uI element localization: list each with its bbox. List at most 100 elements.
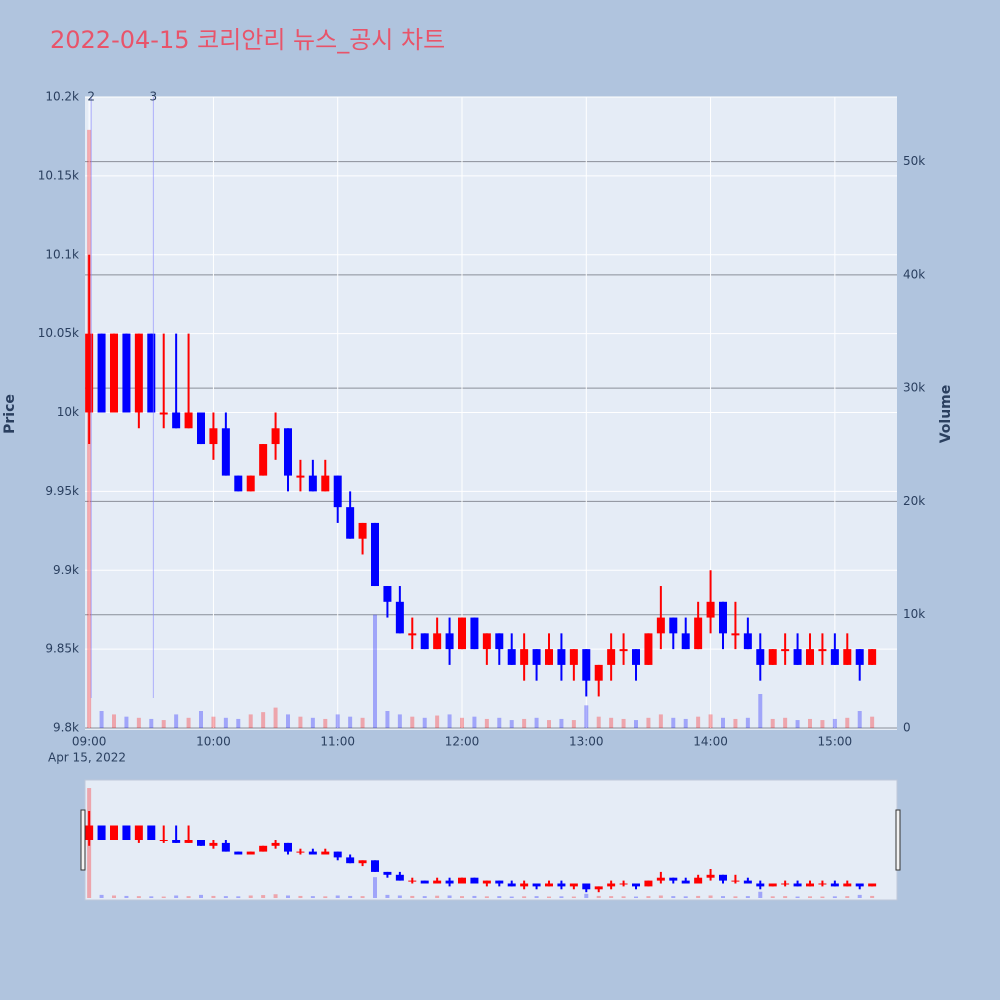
volume-bar <box>721 717 725 728</box>
volume-bar <box>683 718 688 728</box>
volume-bar <box>783 717 788 728</box>
mini-volume-bar <box>845 896 850 898</box>
mini-candle-body <box>221 842 230 852</box>
mini-volume-bar <box>621 896 626 898</box>
candle-body <box>308 475 317 492</box>
candle-body <box>719 601 727 634</box>
candle-body <box>296 475 305 478</box>
mini-volume-bar <box>136 896 141 898</box>
volume-bar <box>870 716 875 728</box>
mini-candle-body <box>358 860 367 864</box>
mini-candle-body <box>458 877 466 884</box>
mini-candle-body <box>532 883 541 887</box>
annotation-label: 2 <box>87 90 95 104</box>
mini-candle-body <box>395 874 404 881</box>
candle-body <box>818 649 827 652</box>
mini-volume-bar <box>808 896 812 898</box>
volume-bar <box>820 720 825 728</box>
volume-bar <box>422 717 427 728</box>
mini-volume-bar <box>547 896 551 898</box>
mini-candle-body <box>420 880 429 884</box>
candle-body <box>520 649 529 665</box>
mini-candle-body <box>159 840 168 841</box>
mini-candle-body <box>731 880 740 882</box>
mini-volume-bar <box>721 896 725 898</box>
mini-candle-body <box>246 851 255 855</box>
range-handle-left[interactable] <box>80 809 86 871</box>
volume-bar <box>733 718 738 728</box>
candle-body <box>582 649 591 681</box>
mini-volume-bar <box>211 895 216 898</box>
candle-body <box>271 428 280 445</box>
mini-candle-body <box>781 883 790 885</box>
candle-body <box>408 633 417 636</box>
candle-body <box>768 649 777 665</box>
volume-bar <box>447 714 452 728</box>
mini-candle-body <box>209 842 218 846</box>
mini-volume-bar <box>199 894 203 898</box>
volume-bar <box>298 716 303 728</box>
y2-tick-label: 40k <box>903 267 925 281</box>
candle-body <box>706 601 715 618</box>
volume-bar <box>186 717 191 728</box>
annotation-label: 3 <box>150 90 158 104</box>
mini-candle-body <box>371 860 379 872</box>
candle-body <box>346 507 355 539</box>
mini-volume-bar <box>360 896 365 898</box>
mini-candle-body <box>719 874 727 881</box>
mini-volume-bar <box>509 896 514 898</box>
volume-bar <box>348 716 353 728</box>
candle-body <box>532 649 541 665</box>
range-slider[interactable] <box>84 779 898 901</box>
candle-body <box>644 633 653 665</box>
mini-volume-bar <box>832 896 837 898</box>
mini-volume-bar <box>348 895 353 898</box>
candle-body <box>756 649 765 665</box>
mini-candle-body <box>830 883 839 887</box>
candle-body <box>209 428 218 445</box>
mini-volume-bar <box>323 896 328 898</box>
candle-body <box>781 649 790 652</box>
mini-candle-body <box>445 880 454 884</box>
y-tick-label: 10k <box>57 405 79 419</box>
mini-volume-bar <box>646 896 651 898</box>
mini-candle-body <box>408 880 417 882</box>
volume-bar <box>634 720 638 728</box>
mini-candle-body <box>743 880 752 884</box>
mini-volume-bar <box>609 896 614 898</box>
y-tick-label: 9.85k <box>45 642 79 656</box>
mini-candle-body <box>122 825 131 840</box>
volume-bar <box>223 717 228 728</box>
candle-body <box>619 649 628 652</box>
mini-volume-bar <box>422 896 427 898</box>
volume-bar <box>745 717 750 728</box>
range-handle-right[interactable] <box>895 809 901 871</box>
volume-bar <box>547 720 551 728</box>
volume-bar <box>509 720 514 728</box>
mini-candle-body <box>482 880 491 884</box>
volume-bar <box>484 718 489 728</box>
volume-bar <box>621 718 626 728</box>
candle-body <box>85 333 94 413</box>
mini-volume-bar <box>174 895 179 898</box>
candle-body <box>259 444 268 476</box>
volume-bar <box>845 717 850 728</box>
candle-body <box>321 475 330 492</box>
mini-volume-bar <box>671 896 676 898</box>
mini-candle-body <box>321 851 330 855</box>
volume-bar <box>236 718 241 728</box>
mini-candle-body <box>669 877 678 881</box>
volume-bar <box>770 718 775 728</box>
y2-tick-label: 10k <box>903 607 925 621</box>
volume-bar <box>360 717 365 728</box>
mini-candle-body <box>545 883 553 887</box>
mini-candle-body <box>495 880 504 884</box>
mini-candle-body <box>271 842 280 846</box>
mini-volume-bar <box>696 895 701 898</box>
chart-title: 2022-04-15 코리안리 뉴스_공시 차트 <box>50 26 445 54</box>
volume-bar <box>112 714 116 728</box>
candle-body <box>632 649 640 665</box>
candle-body <box>284 428 292 476</box>
candle-body <box>122 333 131 413</box>
candle-body <box>159 412 168 415</box>
